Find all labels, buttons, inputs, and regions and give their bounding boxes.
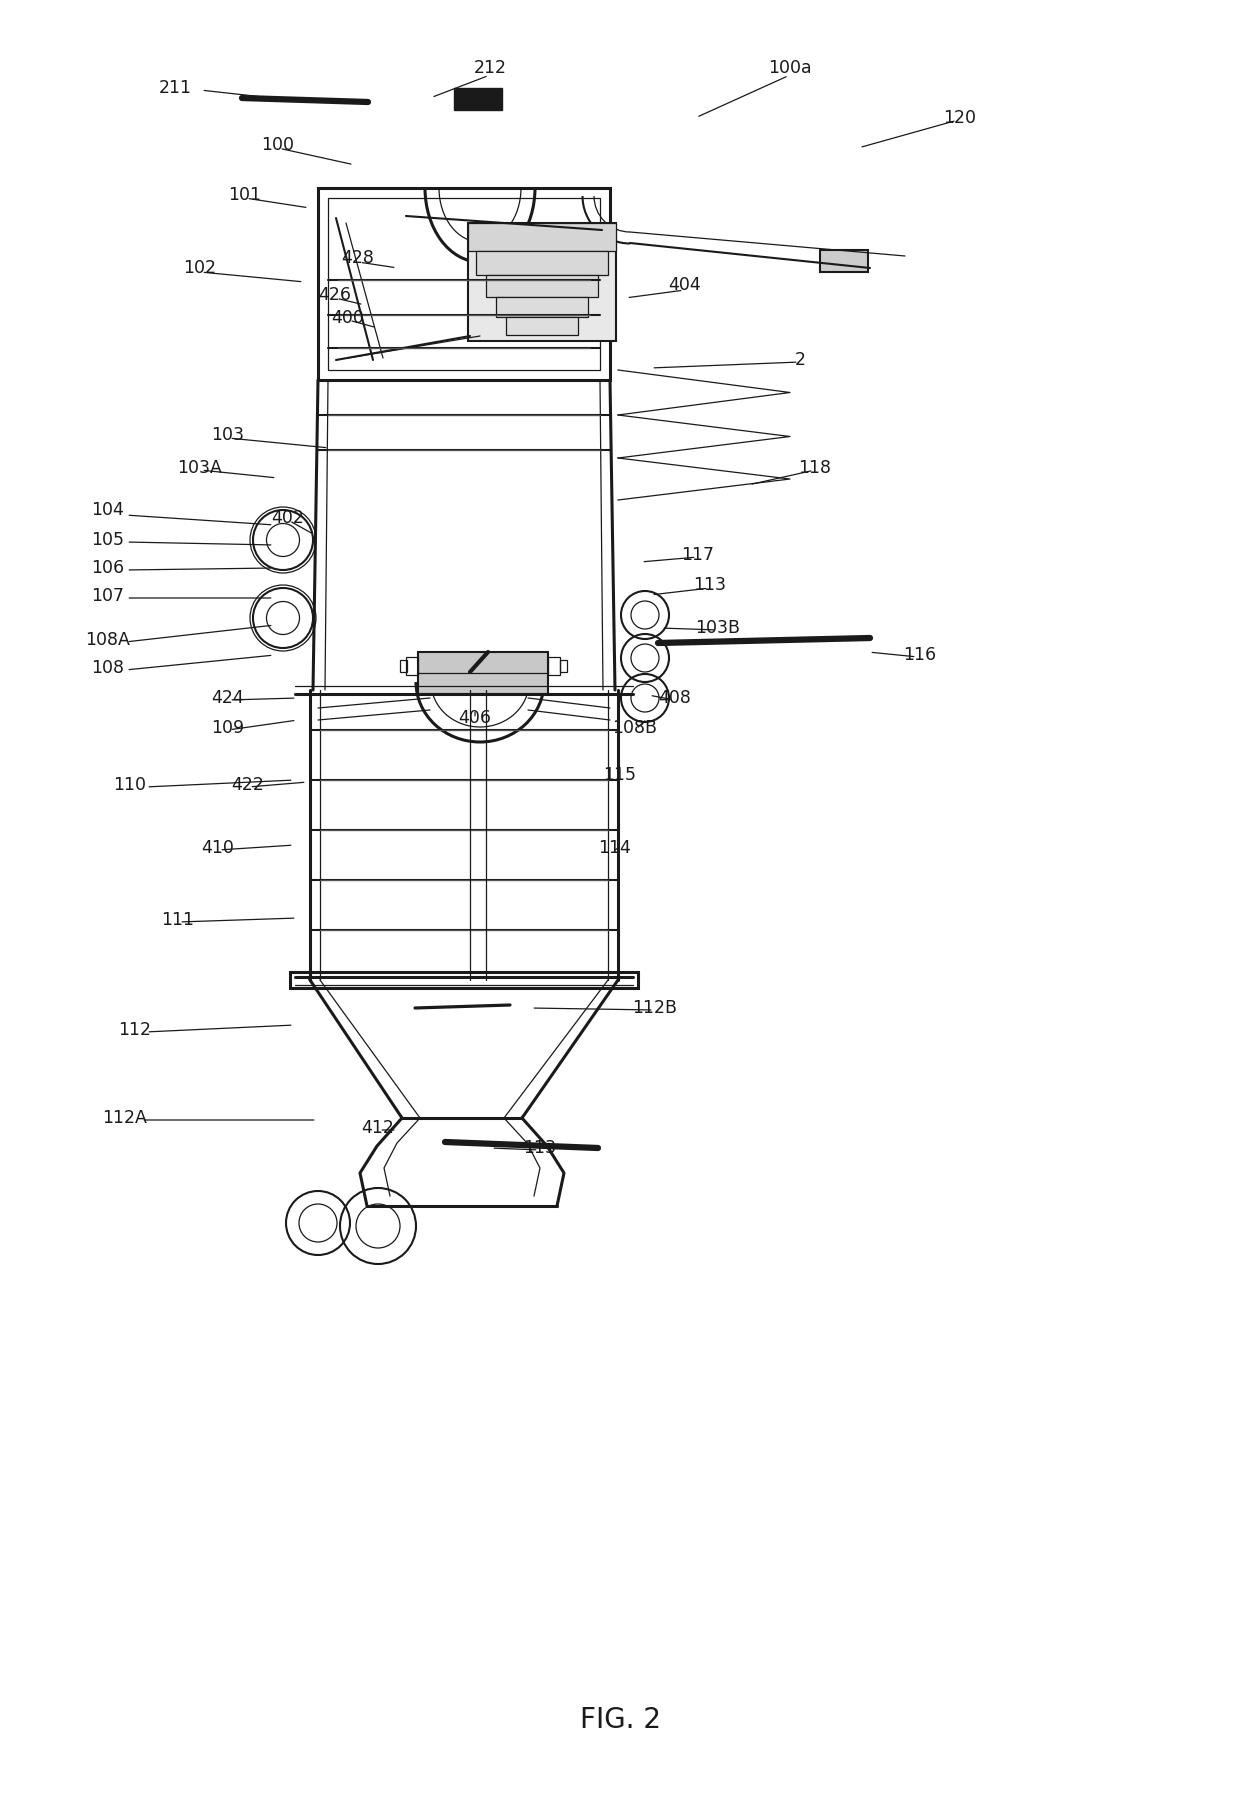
Text: 412: 412 bbox=[362, 1120, 394, 1136]
Text: 400: 400 bbox=[331, 310, 365, 326]
Bar bbox=[467, 223, 616, 341]
Text: 112A: 112A bbox=[103, 1109, 148, 1127]
Bar bbox=[401, 660, 407, 672]
Text: 422: 422 bbox=[232, 776, 264, 794]
Bar bbox=[418, 652, 548, 694]
Text: 112: 112 bbox=[119, 1020, 151, 1038]
Bar bbox=[329, 198, 600, 370]
Text: 113: 113 bbox=[693, 576, 727, 594]
Text: 104: 104 bbox=[92, 500, 124, 518]
Text: 108: 108 bbox=[92, 660, 124, 678]
Text: 120: 120 bbox=[944, 109, 977, 127]
Text: 211: 211 bbox=[159, 80, 191, 98]
Text: 115: 115 bbox=[604, 766, 636, 785]
Text: 110: 110 bbox=[114, 776, 146, 794]
Text: FIG. 2: FIG. 2 bbox=[579, 1707, 661, 1734]
Bar bbox=[290, 971, 639, 988]
Text: 408: 408 bbox=[658, 689, 692, 707]
Bar bbox=[317, 188, 610, 381]
Bar bbox=[496, 297, 588, 317]
Bar bbox=[405, 658, 418, 676]
Text: 404: 404 bbox=[668, 275, 702, 294]
Bar bbox=[454, 89, 502, 111]
Text: 410: 410 bbox=[202, 839, 234, 857]
Text: 108A: 108A bbox=[86, 631, 130, 649]
Text: 112B: 112B bbox=[632, 998, 677, 1017]
Text: 426: 426 bbox=[319, 286, 351, 304]
Text: 100a: 100a bbox=[769, 60, 812, 76]
Text: 107: 107 bbox=[92, 587, 124, 605]
Text: 105: 105 bbox=[92, 531, 124, 549]
Text: 117: 117 bbox=[682, 545, 714, 564]
Text: 424: 424 bbox=[212, 689, 244, 707]
Text: 103A: 103A bbox=[177, 458, 222, 477]
Text: 114: 114 bbox=[599, 839, 631, 857]
Text: 101: 101 bbox=[228, 187, 262, 205]
Text: 212: 212 bbox=[474, 60, 506, 76]
Text: 103B: 103B bbox=[696, 620, 740, 638]
Text: 111: 111 bbox=[161, 911, 195, 930]
Text: 106: 106 bbox=[92, 558, 124, 576]
Text: 118: 118 bbox=[799, 458, 832, 477]
Bar bbox=[560, 660, 567, 672]
Bar bbox=[506, 317, 578, 335]
Text: 100: 100 bbox=[262, 136, 295, 154]
Bar bbox=[476, 252, 608, 275]
Text: 116: 116 bbox=[904, 647, 936, 663]
Text: 428: 428 bbox=[341, 248, 374, 266]
Text: 2: 2 bbox=[795, 352, 806, 370]
Bar bbox=[467, 223, 616, 252]
Text: 109: 109 bbox=[212, 719, 244, 737]
Bar bbox=[486, 275, 598, 297]
Text: 406: 406 bbox=[459, 708, 491, 727]
Text: 402: 402 bbox=[272, 509, 305, 527]
Bar bbox=[548, 658, 560, 676]
Text: 103: 103 bbox=[212, 426, 244, 444]
Bar bbox=[820, 250, 868, 272]
Text: 108B: 108B bbox=[613, 719, 657, 737]
Text: 113: 113 bbox=[523, 1140, 557, 1158]
Text: 102: 102 bbox=[184, 259, 217, 277]
